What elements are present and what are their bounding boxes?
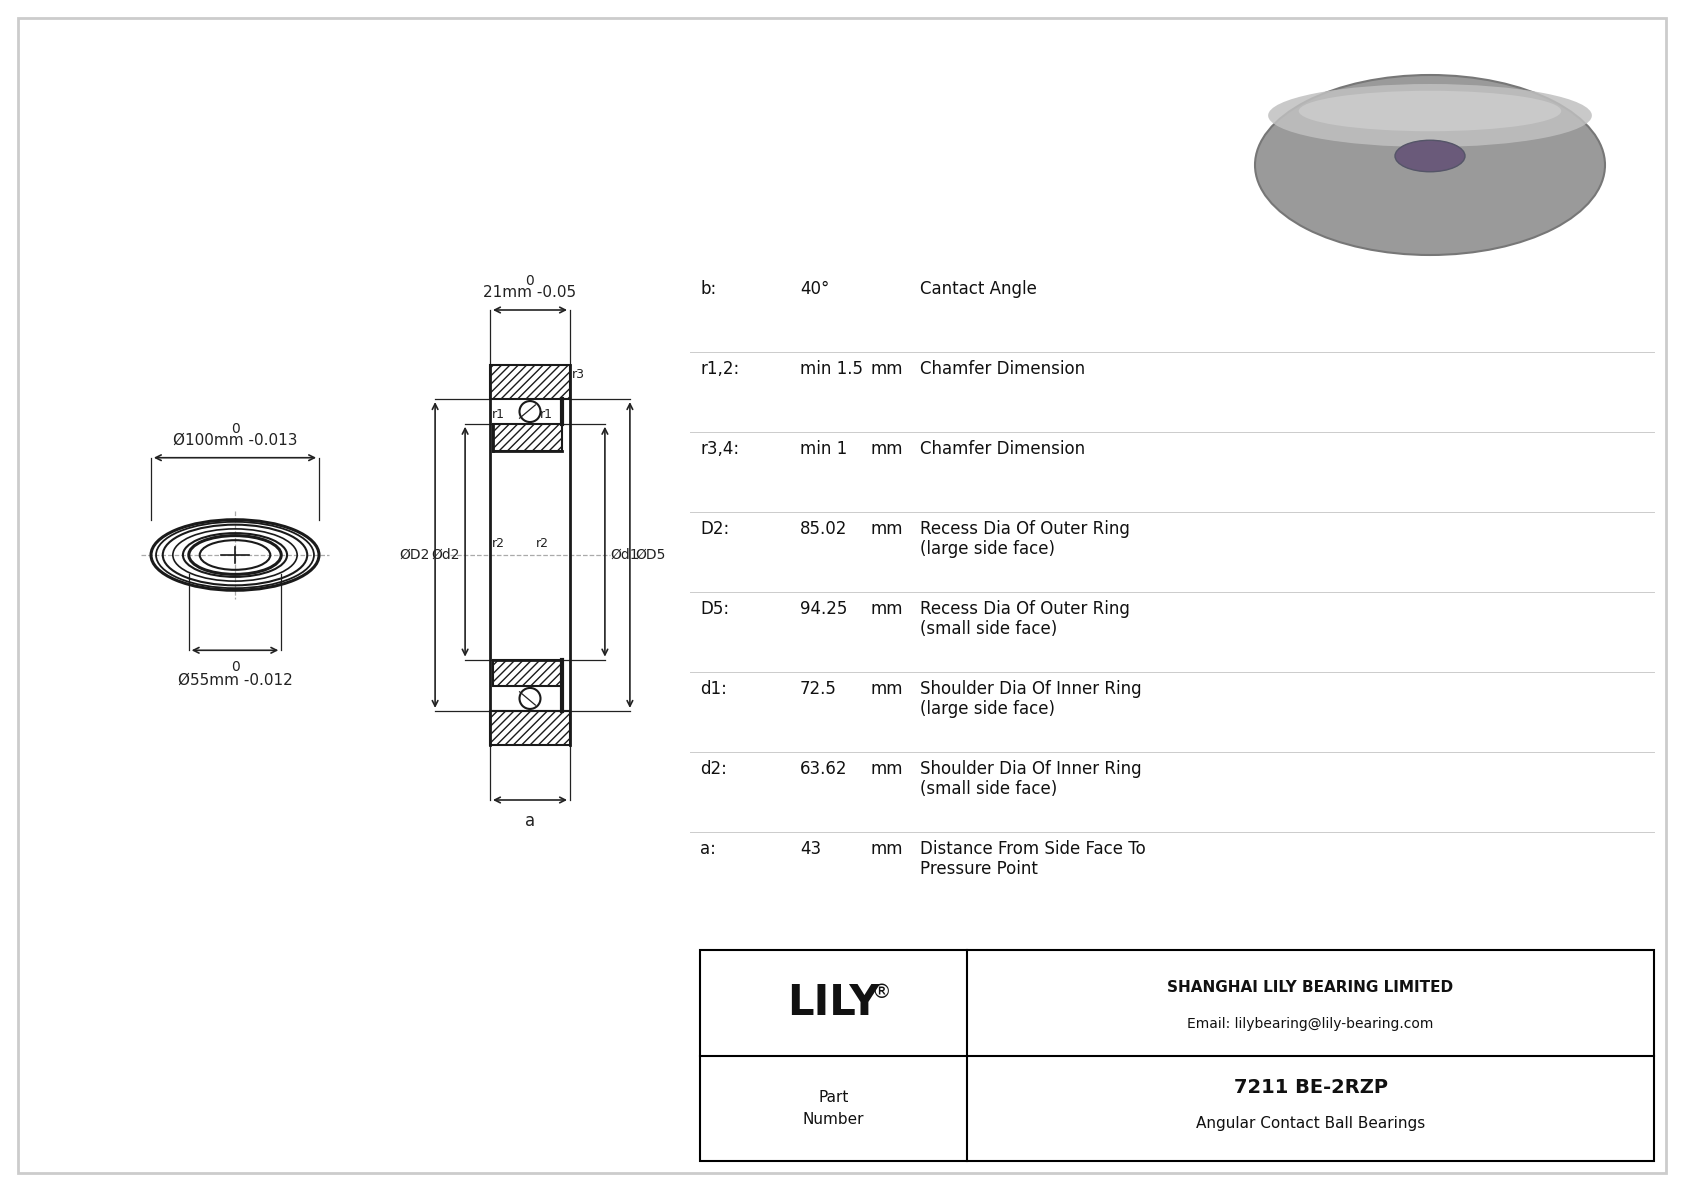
- Bar: [490, 364, 569, 399]
- Text: Shoulder Dia Of Inner Ring: Shoulder Dia Of Inner Ring: [919, 680, 1142, 698]
- Text: Distance From Side Face To: Distance From Side Face To: [919, 840, 1145, 858]
- Text: (small side face): (small side face): [919, 621, 1058, 638]
- Text: r3: r3: [573, 368, 584, 381]
- Text: Angular Contact Ball Bearings: Angular Contact Ball Bearings: [1196, 1116, 1425, 1130]
- Text: 40°: 40°: [800, 280, 830, 298]
- Text: Cantact Angle: Cantact Angle: [919, 280, 1037, 298]
- Text: 63.62: 63.62: [800, 760, 847, 778]
- Text: a: a: [525, 812, 536, 830]
- Text: (large side face): (large side face): [919, 700, 1054, 718]
- Text: r1: r1: [492, 368, 505, 381]
- Text: mm: mm: [871, 360, 903, 378]
- Text: D2:: D2:: [701, 520, 729, 538]
- Text: min 1: min 1: [800, 439, 847, 459]
- Text: Pressure Point: Pressure Point: [919, 860, 1037, 878]
- Text: Chamfer Dimension: Chamfer Dimension: [919, 360, 1084, 378]
- Bar: [490, 711, 569, 746]
- Text: r2: r2: [509, 368, 520, 381]
- Text: ØD2: ØD2: [399, 548, 429, 562]
- Text: r1: r1: [492, 407, 505, 420]
- Bar: [490, 711, 569, 746]
- Text: r2: r2: [536, 537, 549, 550]
- Text: Ø100mm -0.013: Ø100mm -0.013: [173, 432, 298, 448]
- Text: d2:: d2:: [701, 760, 727, 778]
- Bar: [493, 424, 562, 450]
- Text: b:: b:: [701, 280, 716, 298]
- Text: Part
Number: Part Number: [803, 1090, 864, 1127]
- Text: 72.5: 72.5: [800, 680, 837, 698]
- Text: LILY: LILY: [788, 981, 879, 1024]
- Ellipse shape: [1298, 91, 1561, 131]
- Text: mm: mm: [871, 760, 903, 778]
- Text: 85.02: 85.02: [800, 520, 847, 538]
- Ellipse shape: [1268, 85, 1591, 146]
- Text: 0: 0: [231, 422, 239, 436]
- Text: Ød1: Ød1: [610, 548, 638, 562]
- Text: mm: mm: [871, 439, 903, 459]
- Text: Ø55mm -0.012: Ø55mm -0.012: [177, 672, 293, 687]
- Ellipse shape: [1394, 141, 1465, 172]
- Text: SHANGHAI LILY BEARING LIMITED: SHANGHAI LILY BEARING LIMITED: [1167, 980, 1453, 996]
- Text: ®: ®: [872, 984, 891, 1003]
- Text: r4: r4: [541, 368, 552, 381]
- Text: r1: r1: [541, 407, 552, 420]
- Text: D5:: D5:: [701, 600, 729, 618]
- Ellipse shape: [1255, 75, 1605, 255]
- Text: Recess Dia Of Outer Ring: Recess Dia Of Outer Ring: [919, 600, 1130, 618]
- Circle shape: [519, 401, 541, 422]
- Text: 43: 43: [800, 840, 822, 858]
- Circle shape: [519, 688, 541, 709]
- Bar: [701, 950, 1654, 1161]
- Text: mm: mm: [871, 680, 903, 698]
- Text: 0: 0: [525, 274, 534, 288]
- Text: b: b: [522, 406, 530, 419]
- Text: mm: mm: [871, 600, 903, 618]
- Bar: [490, 364, 569, 399]
- Text: (large side face): (large side face): [919, 540, 1054, 559]
- Text: ØD5: ØD5: [635, 548, 665, 562]
- Text: Recess Dia Of Outer Ring: Recess Dia Of Outer Ring: [919, 520, 1130, 538]
- Text: min 1.5: min 1.5: [800, 360, 862, 378]
- Text: 7211 BE-2RZP: 7211 BE-2RZP: [1234, 1078, 1388, 1097]
- Text: 21mm -0.05: 21mm -0.05: [483, 285, 576, 300]
- Bar: [493, 660, 562, 686]
- Bar: [493, 424, 562, 450]
- Text: d1:: d1:: [701, 680, 727, 698]
- Bar: [493, 660, 562, 686]
- Text: Chamfer Dimension: Chamfer Dimension: [919, 439, 1084, 459]
- Text: Ød2: Ød2: [431, 548, 460, 562]
- Text: mm: mm: [871, 520, 903, 538]
- Text: Shoulder Dia Of Inner Ring: Shoulder Dia Of Inner Ring: [919, 760, 1142, 778]
- Text: mm: mm: [871, 840, 903, 858]
- Text: 94.25: 94.25: [800, 600, 847, 618]
- Text: 0: 0: [231, 660, 239, 674]
- Text: a:: a:: [701, 840, 716, 858]
- Text: r3,4:: r3,4:: [701, 439, 739, 459]
- Text: (small side face): (small side face): [919, 780, 1058, 798]
- Text: r1,2:: r1,2:: [701, 360, 739, 378]
- Text: Email: lilybearing@lily-bearing.com: Email: lilybearing@lily-bearing.com: [1187, 1017, 1433, 1031]
- Text: r2: r2: [492, 537, 505, 550]
